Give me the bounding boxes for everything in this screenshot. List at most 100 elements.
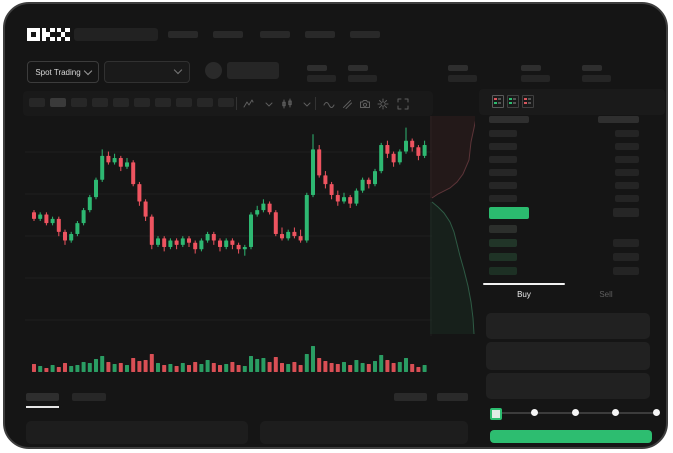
chart-rect xyxy=(156,363,160,372)
chart-style-icon[interactable] xyxy=(243,97,255,109)
timeframe-button[interactable] xyxy=(29,98,45,107)
chart-rect xyxy=(286,231,291,239)
chart-rect xyxy=(236,365,241,372)
chart-rect xyxy=(193,242,198,250)
ask-row-price[interactable] xyxy=(489,143,517,150)
bottom-filter-placeholder[interactable] xyxy=(394,393,427,401)
gear-icon[interactable] xyxy=(377,97,389,110)
nav-item-placeholder[interactable] xyxy=(213,31,243,38)
chart-rect xyxy=(255,359,260,372)
slider-stop-dot[interactable] xyxy=(571,409,579,416)
timeframe-button[interactable] xyxy=(134,98,150,107)
bid-row-amount xyxy=(613,267,639,275)
bid-row-price[interactable] xyxy=(489,267,517,275)
timeframe-button[interactable] xyxy=(176,98,192,107)
bottom-active-tab-underline xyxy=(26,406,59,408)
chart-rect xyxy=(366,179,371,185)
slider-stop-dot[interactable] xyxy=(652,409,660,416)
chart-rect xyxy=(273,357,278,372)
timeframe-button[interactable] xyxy=(197,98,213,107)
chart-rect xyxy=(168,364,173,372)
nav-item-placeholder[interactable] xyxy=(305,31,335,38)
wave-icon[interactable] xyxy=(323,97,335,109)
buy-submit-button[interactable] xyxy=(490,430,652,443)
chart-rect xyxy=(404,358,408,372)
chart-rect xyxy=(329,363,334,372)
amount-input[interactable] xyxy=(486,342,650,370)
toolbar-divider xyxy=(236,97,237,110)
bid-row-price[interactable] xyxy=(489,225,517,233)
timeframe-button[interactable] xyxy=(155,98,171,107)
amount-slider-handle[interactable] xyxy=(490,408,502,420)
expand-icon[interactable] xyxy=(397,97,409,110)
chart-rect xyxy=(304,194,309,241)
chart-rect xyxy=(218,240,222,248)
ask-row-price[interactable] xyxy=(489,169,517,176)
bottom-tab-placeholder[interactable] xyxy=(72,393,106,401)
chart-rect xyxy=(149,354,154,372)
active-tab-underline xyxy=(483,283,565,285)
chart-rect xyxy=(94,179,98,198)
stat-label-placeholder xyxy=(582,65,602,71)
pair-dropdown[interactable] xyxy=(104,61,190,83)
depth-profile xyxy=(430,116,475,335)
orderbook-view-book-both-icon[interactable] xyxy=(492,95,504,108)
chart-rect xyxy=(366,364,371,372)
ask-row-price[interactable] xyxy=(489,130,517,137)
chart-rect xyxy=(187,365,191,372)
bottom-filter-placeholder[interactable] xyxy=(437,393,468,401)
slider-stop-dot[interactable] xyxy=(531,409,538,416)
spot-trading-button[interactable]: Spot Trading xyxy=(27,61,99,83)
toolbar-divider xyxy=(315,97,316,110)
draw-icon[interactable] xyxy=(341,97,353,109)
chart-rect xyxy=(81,210,86,224)
stat-label-placeholder xyxy=(521,65,541,71)
orderbook-col-header xyxy=(489,116,529,123)
chevron-icon[interactable] xyxy=(263,97,275,109)
timeframe-button[interactable] xyxy=(92,98,108,107)
bid-row-price[interactable] xyxy=(489,253,517,261)
orderbook-view-book-bids-icon[interactable] xyxy=(507,95,519,108)
chart-rect xyxy=(230,362,235,372)
chart-rect xyxy=(87,197,92,211)
chevron-down-icon xyxy=(173,65,183,75)
tab-sell[interactable]: Sell xyxy=(599,290,613,299)
chart-rect xyxy=(385,145,390,154)
nav-item-placeholder[interactable] xyxy=(350,31,380,38)
chart-rect xyxy=(298,236,303,241)
ask-row-price[interactable] xyxy=(489,156,517,163)
chart-rect xyxy=(50,218,55,224)
orderbook-view-book-asks-icon[interactable] xyxy=(522,95,534,108)
timeframe-button[interactable] xyxy=(113,98,129,107)
chevron-icon[interactable] xyxy=(301,97,313,109)
slider-stop-dot[interactable] xyxy=(612,409,619,416)
chart-rect xyxy=(292,231,297,237)
chart-rect xyxy=(131,162,136,185)
ask-row-price[interactable] xyxy=(489,195,517,202)
camera-icon[interactable] xyxy=(359,97,371,109)
timeframe-button[interactable] xyxy=(218,98,234,107)
overlay-icon[interactable] xyxy=(281,97,293,109)
chart-rect xyxy=(44,368,49,372)
chart-rect xyxy=(56,367,61,372)
nav-item-placeholder[interactable] xyxy=(260,31,290,38)
chart-rect xyxy=(50,365,55,372)
ask-row-price[interactable] xyxy=(489,182,517,189)
header-search-placeholder[interactable] xyxy=(74,28,158,41)
timeframe-button[interactable] xyxy=(50,98,66,107)
price-input[interactable] xyxy=(486,313,650,339)
chart-rect xyxy=(416,367,421,372)
tab-buy[interactable]: Buy xyxy=(517,290,531,299)
timeframe-button[interactable] xyxy=(71,98,87,107)
candlestick-chart[interactable] xyxy=(25,116,432,336)
last-price-badge[interactable] xyxy=(489,207,529,219)
chart-rect xyxy=(317,149,322,176)
total-input[interactable] xyxy=(486,373,650,399)
nav-item-placeholder[interactable] xyxy=(168,31,198,38)
ask-row-amount xyxy=(615,156,639,163)
bid-row-price[interactable] xyxy=(489,239,517,247)
bottom-tab-placeholder[interactable] xyxy=(26,393,59,401)
chart-rect xyxy=(56,218,61,232)
chart-rect xyxy=(174,240,179,245)
chart-rect xyxy=(100,155,105,180)
